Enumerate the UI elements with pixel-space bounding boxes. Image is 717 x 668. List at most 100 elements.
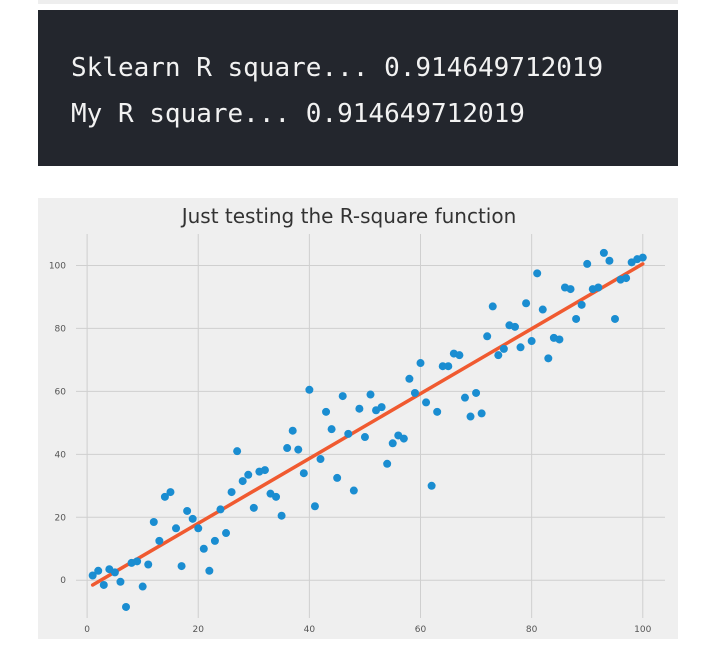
data-point bbox=[577, 300, 586, 309]
data-point bbox=[472, 388, 481, 397]
data-point bbox=[499, 344, 508, 353]
data-point bbox=[477, 409, 486, 418]
data-point bbox=[216, 505, 225, 514]
data-point bbox=[494, 351, 503, 360]
data-point bbox=[383, 459, 392, 468]
data-point bbox=[155, 536, 164, 545]
y-tick-label: 80 bbox=[55, 324, 67, 334]
data-point bbox=[294, 445, 303, 454]
data-point bbox=[99, 580, 108, 589]
data-point bbox=[149, 518, 158, 526]
data-point bbox=[144, 560, 153, 569]
x-tick-label: 20 bbox=[193, 625, 205, 635]
data-point bbox=[222, 529, 231, 538]
data-point bbox=[416, 359, 425, 368]
data-point bbox=[177, 562, 186, 571]
grid-lines bbox=[76, 234, 665, 618]
data-point bbox=[444, 362, 453, 371]
data-point bbox=[288, 426, 297, 435]
data-point bbox=[260, 466, 269, 475]
data-point bbox=[88, 571, 97, 580]
data-point bbox=[622, 274, 631, 283]
x-tick-label: 80 bbox=[526, 625, 538, 635]
console-line-custom: My R square... 0.914649712019 bbox=[71, 99, 525, 129]
x-tick-label: 0 bbox=[84, 625, 90, 635]
data-point bbox=[599, 248, 608, 257]
data-point bbox=[466, 412, 475, 421]
data-point bbox=[410, 388, 419, 397]
data-point bbox=[110, 568, 119, 577]
data-point bbox=[366, 390, 375, 399]
data-point bbox=[460, 393, 469, 402]
x-tick-label: 60 bbox=[415, 625, 427, 635]
data-point bbox=[299, 469, 308, 478]
data-point bbox=[133, 557, 142, 566]
data-point bbox=[438, 362, 447, 371]
console-output: Sklearn R square... 0.914649712019 My R … bbox=[38, 10, 678, 166]
data-point bbox=[349, 486, 358, 495]
x-tick-label: 100 bbox=[634, 625, 651, 635]
data-point bbox=[238, 477, 247, 486]
data-point bbox=[333, 473, 342, 482]
data-point bbox=[338, 392, 347, 401]
data-point bbox=[160, 492, 169, 501]
data-point bbox=[277, 511, 286, 520]
data-point bbox=[283, 444, 292, 453]
data-point bbox=[227, 488, 236, 497]
scatter-chart: Just testing the R-square function 0 20 40… bbox=[49, 204, 665, 635]
data-point bbox=[210, 536, 219, 545]
data-point bbox=[205, 566, 214, 575]
y-tick-label: 20 bbox=[55, 513, 67, 523]
data-point bbox=[233, 447, 242, 456]
data-point bbox=[399, 434, 408, 443]
data-point bbox=[583, 259, 592, 268]
data-point bbox=[272, 492, 281, 501]
data-point bbox=[116, 577, 125, 586]
data-point bbox=[244, 470, 253, 479]
data-point bbox=[138, 582, 147, 591]
y-tick-label: 0 bbox=[60, 576, 66, 586]
y-tick-label: 40 bbox=[55, 450, 67, 460]
data-point bbox=[566, 285, 575, 294]
y-tick-label: 100 bbox=[49, 261, 66, 271]
data-point bbox=[405, 374, 414, 383]
data-point bbox=[122, 602, 131, 611]
data-point bbox=[572, 314, 581, 323]
data-point bbox=[172, 524, 181, 533]
data-point bbox=[422, 398, 431, 407]
tick-labels: 0 20 40 60 80 100 0 20 40 60 80 100 bbox=[49, 261, 652, 635]
chart-figure: Just testing the R-square function 0 20 40… bbox=[38, 198, 678, 639]
data-point bbox=[344, 429, 353, 438]
chart-title: Just testing the R-square function bbox=[180, 204, 517, 228]
data-point bbox=[427, 481, 436, 490]
fit-line-layer bbox=[90, 262, 645, 587]
y-tick-label: 60 bbox=[55, 387, 67, 397]
data-point bbox=[249, 503, 258, 512]
data-point bbox=[94, 566, 103, 575]
data-point bbox=[327, 425, 336, 434]
data-point bbox=[194, 524, 203, 533]
data-point bbox=[527, 337, 536, 346]
data-point bbox=[594, 283, 603, 292]
data-point bbox=[355, 404, 364, 413]
data-point bbox=[510, 322, 519, 331]
data-point bbox=[305, 385, 314, 394]
data-point bbox=[183, 506, 192, 515]
data-point bbox=[199, 544, 208, 553]
data-point bbox=[605, 256, 614, 265]
data-point bbox=[310, 502, 319, 511]
data-point bbox=[188, 514, 197, 523]
data-point bbox=[533, 269, 542, 278]
x-tick-label: 40 bbox=[304, 625, 316, 635]
data-point bbox=[488, 302, 497, 311]
data-point bbox=[544, 354, 553, 363]
data-point bbox=[483, 332, 492, 341]
data-point bbox=[316, 455, 325, 464]
data-points bbox=[88, 248, 647, 611]
data-point bbox=[555, 335, 564, 344]
data-point bbox=[638, 253, 647, 262]
data-point bbox=[388, 439, 397, 448]
data-point bbox=[166, 488, 175, 497]
data-point bbox=[377, 403, 386, 412]
top-divider bbox=[38, 0, 678, 4]
